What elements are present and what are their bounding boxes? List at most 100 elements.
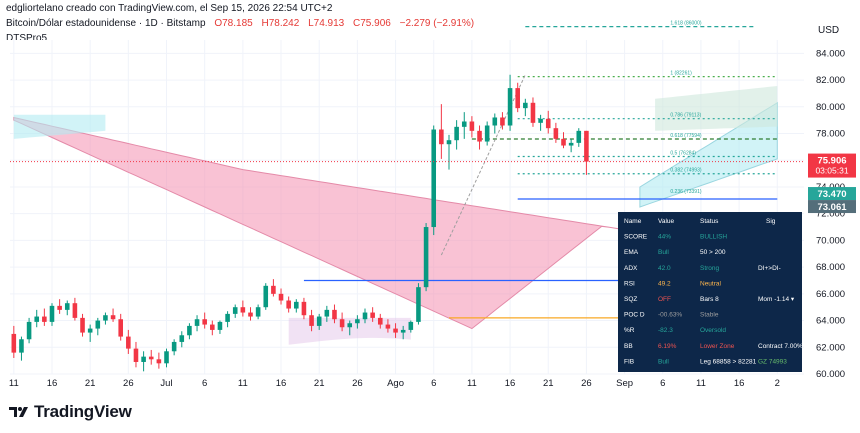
- y-tick-label: 78.000: [816, 129, 845, 140]
- x-tick-label: 11: [238, 378, 248, 389]
- candle-body: [523, 102, 528, 109]
- attribution-text: edgliortelano creado con TradingView.com…: [6, 3, 333, 14]
- y-tick-label: 72.000: [816, 209, 845, 220]
- symbol-name[interactable]: Bitcoin/Dólar estadounidense · 1D · Bits…: [6, 18, 206, 29]
- change-value: −2.279 (−2.91%): [399, 18, 475, 29]
- candle-body: [133, 348, 139, 362]
- y-tick-label: 84.000: [816, 48, 845, 59]
- candle-body: [118, 319, 123, 337]
- candle-body: [515, 88, 520, 109]
- x-tick-label: 16: [734, 378, 745, 389]
- candle-body: [484, 125, 490, 142]
- x-tick-label: 11: [696, 378, 706, 389]
- table-row-value: OFF: [658, 296, 671, 303]
- table-row-status: Strong: [700, 265, 720, 272]
- time-axis[interactable]: 11 16 21 26 Jul 6 11 16 21 26 Ago 6 11 16 21 26 Sep 6 11 16…: [9, 378, 780, 389]
- x-tick-label: Sep: [616, 378, 633, 389]
- table-row-status: Oversold: [700, 327, 726, 334]
- table-row-value: -00.63%: [658, 312, 682, 319]
- candle-body: [87, 328, 93, 333]
- table-row-name: FIB: [624, 358, 634, 365]
- fib-label: 1.618 (86000): [670, 21, 701, 27]
- y-tick-label: 80.000: [816, 102, 845, 113]
- candle-body: [248, 312, 253, 317]
- price-axis[interactable]: 84.00082.00080.00078.00076.00074.00072.0…: [816, 48, 845, 380]
- candle-body: [423, 227, 429, 288]
- bullish-cloud: [639, 101, 778, 208]
- candle-body: [431, 129, 437, 228]
- candle-body: [95, 320, 101, 329]
- candle-body: [57, 305, 62, 310]
- candle-body: [80, 317, 85, 333]
- table-row-status: BULLISH: [700, 234, 727, 241]
- table-row-value: Bull: [658, 358, 669, 365]
- candle-body: [309, 315, 314, 326]
- candle-body: [332, 309, 337, 320]
- candle-body: [232, 307, 238, 314]
- table-row-signal: DI+>DI-: [758, 265, 781, 272]
- candle-body: [446, 140, 452, 145]
- table-row-value: 44%: [658, 234, 671, 241]
- tradingview-logo[interactable]: TradingView: [8, 402, 132, 422]
- candle-body: [316, 316, 322, 326]
- table-row-status: Neutral: [700, 280, 722, 287]
- signal-table: Name Value Status Sig SCORE 44% BULLISH EMA Bull…: [618, 212, 803, 372]
- candle-body: [584, 130, 589, 162]
- candle-body: [362, 312, 368, 320]
- candle-body: [217, 321, 223, 330]
- candle-body: [408, 321, 414, 330]
- y-tick-label: 68.000: [816, 262, 845, 273]
- x-tick-label: 16: [505, 378, 516, 389]
- table-header-name: Name: [624, 218, 642, 225]
- price-chart[interactable]: 1.618 (86000) 1 (82261) 0.786 (79113) 0.618…: [0, 0, 860, 400]
- candle-body: [347, 323, 353, 328]
- candle-body: [507, 88, 513, 126]
- candle-body: [179, 335, 185, 342]
- currency-label: USD: [818, 25, 840, 36]
- symbol-legend[interactable]: Bitcoin/Dólar estadounidense · 1D · Bits…: [6, 18, 474, 29]
- fib-label: 0.236 (73391): [670, 189, 701, 195]
- candle-body: [271, 285, 276, 294]
- candle-body: [377, 317, 383, 325]
- y-tick-label: 82.000: [816, 75, 845, 86]
- table-row-status: 50 > 200: [700, 249, 726, 256]
- candle-body: [385, 324, 391, 329]
- table-row-name: %R: [624, 327, 635, 334]
- table-row-value: 42.0: [658, 265, 671, 272]
- y-tick-label: 60.000: [816, 369, 845, 380]
- y-tick-label: 64.000: [816, 316, 845, 327]
- candle-body: [164, 351, 169, 364]
- candle-body: [545, 118, 551, 129]
- y-tick-label: 70.000: [816, 235, 845, 246]
- table-row-signal: Contract 7.00%: [758, 343, 803, 350]
- table-row-status: Stable: [700, 312, 719, 319]
- y-tick-label: 66.000: [816, 289, 845, 300]
- candle-body: [553, 128, 559, 139]
- table-row-name: EMA: [624, 249, 639, 256]
- table-row-name: ADX: [624, 265, 638, 272]
- open-value: O78.185: [214, 18, 253, 29]
- low-value: L74.913: [308, 18, 345, 29]
- candle-body: [416, 287, 421, 322]
- last-price-badge: [808, 153, 856, 178]
- indicator-label[interactable]: DTSPro5: [6, 33, 48, 44]
- candle-body: [286, 300, 291, 309]
- candle-body: [294, 301, 299, 309]
- signal-table-background: [618, 212, 802, 372]
- x-tick-label: 26: [581, 378, 592, 389]
- high-value: H78.242: [261, 18, 300, 29]
- table-row-name: POC D: [624, 312, 645, 319]
- x-tick-label: 16: [47, 378, 58, 389]
- candle-body: [141, 356, 146, 362]
- tradingview-wordmark: TradingView: [34, 402, 132, 421]
- table-row-value: Bull: [658, 249, 669, 256]
- candle-body: [469, 121, 475, 131]
- candle-body: [64, 303, 70, 310]
- last-price-value: 75.906: [817, 156, 846, 167]
- left-cloud-band: [13, 114, 106, 139]
- x-tick-label: Ago: [387, 378, 404, 389]
- candle-body: [103, 315, 108, 321]
- candle-body: [301, 301, 307, 316]
- x-tick-label: 11: [9, 378, 19, 389]
